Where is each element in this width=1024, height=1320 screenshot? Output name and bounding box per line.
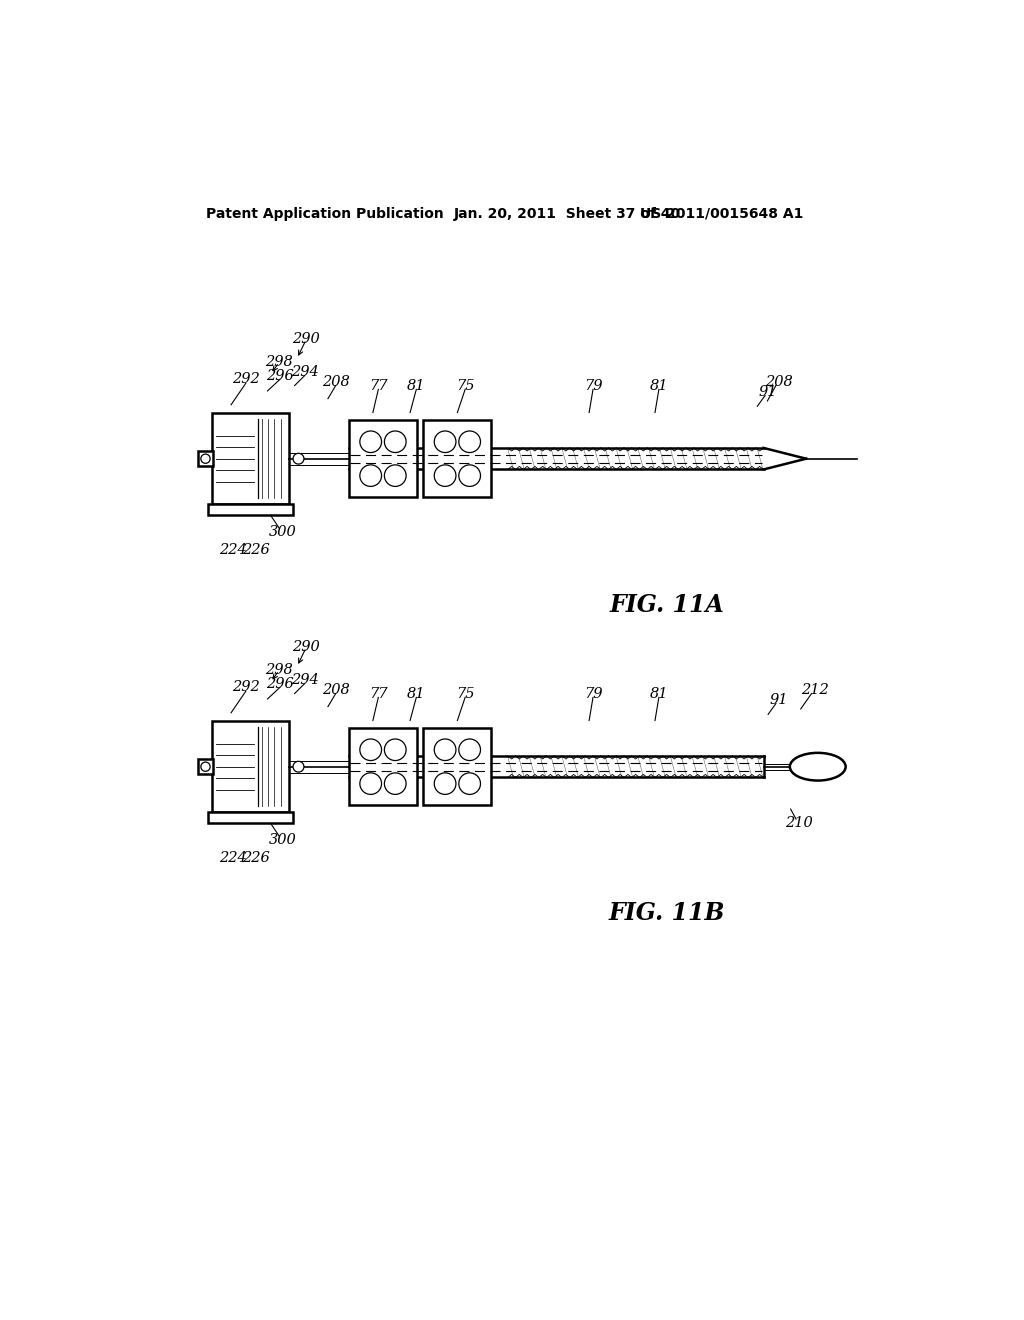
Text: 292: 292	[231, 372, 260, 387]
Text: 81: 81	[408, 379, 426, 392]
Text: Patent Application Publication: Patent Application Publication	[206, 207, 443, 220]
Bar	[423, 420, 492, 498]
Circle shape	[359, 774, 382, 795]
Bar	[208, 812, 293, 822]
Text: 226: 226	[242, 850, 269, 865]
Circle shape	[384, 430, 407, 453]
Text: 224: 224	[219, 850, 247, 865]
Text: Jan. 20, 2011  Sheet 37 of 40: Jan. 20, 2011 Sheet 37 of 40	[454, 207, 681, 220]
Text: 294: 294	[291, 364, 318, 379]
Circle shape	[434, 739, 456, 760]
Bar	[349, 420, 417, 498]
Text: FIG. 11B: FIG. 11B	[608, 902, 725, 925]
Circle shape	[459, 465, 480, 487]
Text: 296: 296	[266, 677, 294, 690]
Circle shape	[384, 465, 407, 487]
Text: 208: 208	[322, 682, 349, 697]
FancyBboxPatch shape	[212, 413, 289, 504]
Text: 300: 300	[269, 833, 297, 847]
Bar	[423, 729, 492, 805]
Text: 208: 208	[765, 375, 793, 388]
Text: 296: 296	[266, 368, 294, 383]
Circle shape	[201, 762, 210, 771]
Text: 77: 77	[369, 686, 387, 701]
Text: 79: 79	[584, 686, 602, 701]
Text: 298: 298	[265, 664, 293, 677]
Text: 75: 75	[456, 379, 474, 392]
Text: 77: 77	[369, 379, 387, 392]
Text: 91: 91	[759, 384, 777, 399]
Text: 79: 79	[584, 379, 602, 392]
Text: US 2011/0015648 A1: US 2011/0015648 A1	[640, 207, 803, 220]
Bar	[198, 451, 213, 466]
Bar	[208, 504, 293, 515]
Circle shape	[293, 453, 304, 465]
Circle shape	[293, 762, 304, 772]
Text: FIG. 11A: FIG. 11A	[609, 593, 724, 616]
Text: 226: 226	[242, 543, 269, 557]
Circle shape	[434, 430, 456, 453]
Ellipse shape	[790, 752, 846, 780]
Circle shape	[459, 774, 480, 795]
Circle shape	[459, 430, 480, 453]
Text: 81: 81	[408, 686, 426, 701]
Circle shape	[384, 774, 407, 795]
Text: 290: 290	[293, 333, 321, 346]
Circle shape	[201, 454, 210, 463]
Text: 298: 298	[265, 355, 293, 370]
Text: 290: 290	[293, 640, 321, 655]
Text: 210: 210	[785, 816, 813, 830]
Text: 91: 91	[770, 693, 788, 706]
Circle shape	[434, 465, 456, 487]
Circle shape	[359, 739, 382, 760]
Bar	[349, 729, 417, 805]
Circle shape	[359, 430, 382, 453]
Circle shape	[459, 739, 480, 760]
FancyBboxPatch shape	[212, 721, 289, 812]
Text: 81: 81	[649, 686, 668, 701]
Text: 212: 212	[801, 682, 828, 697]
Text: 81: 81	[649, 379, 668, 392]
Text: 208: 208	[322, 375, 349, 388]
Circle shape	[384, 739, 407, 760]
Bar	[198, 759, 213, 775]
Circle shape	[359, 465, 382, 487]
Text: 224: 224	[219, 543, 247, 557]
Circle shape	[434, 774, 456, 795]
Text: 300: 300	[269, 525, 297, 539]
Text: 294: 294	[291, 673, 318, 686]
Text: 75: 75	[456, 686, 474, 701]
Text: 292: 292	[231, 680, 260, 694]
